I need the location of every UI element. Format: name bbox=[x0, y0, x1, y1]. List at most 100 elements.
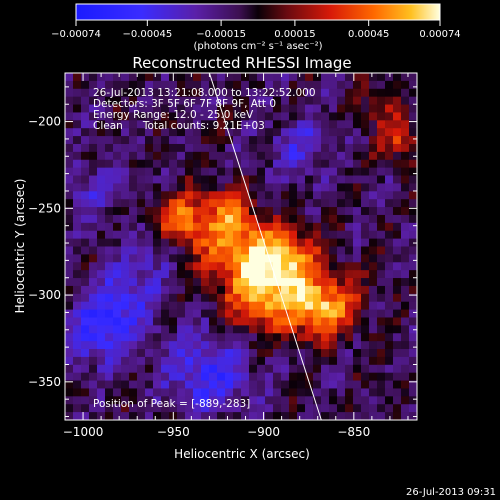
heatmap-cell bbox=[393, 143, 402, 153]
heatmap-cell bbox=[353, 404, 362, 413]
heatmap-cell bbox=[241, 270, 250, 279]
heatmap-cell bbox=[337, 175, 346, 185]
heatmap-cell bbox=[329, 96, 338, 106]
heatmap-cell bbox=[377, 96, 386, 106]
heatmap-cell bbox=[65, 412, 74, 420]
heatmap-cell bbox=[297, 372, 306, 382]
heatmap-cell bbox=[321, 270, 330, 279]
heatmap-cell bbox=[297, 120, 306, 129]
heatmap-cell bbox=[233, 159, 242, 169]
heatmap-cell bbox=[225, 372, 234, 382]
heatmap-cell bbox=[81, 120, 90, 129]
heatmap-cell bbox=[313, 167, 322, 177]
heatmap-cell bbox=[329, 222, 338, 232]
heatmap-cell bbox=[305, 207, 314, 216]
heatmap-cell bbox=[353, 254, 362, 263]
heatmap-cell bbox=[233, 372, 242, 382]
heatmap-cell bbox=[121, 96, 130, 106]
heatmap-cell bbox=[401, 285, 410, 295]
heatmap-cell bbox=[361, 96, 370, 106]
heatmap-cell bbox=[329, 175, 338, 185]
heatmap-cell bbox=[145, 73, 154, 82]
heatmap-cell bbox=[345, 120, 354, 129]
heatmap-cell bbox=[289, 73, 298, 82]
heatmap-cell bbox=[353, 120, 362, 129]
heatmap-cell bbox=[289, 96, 298, 106]
heatmap-cell bbox=[321, 73, 330, 82]
heatmap-cell bbox=[185, 112, 194, 121]
heatmap-cell bbox=[81, 356, 90, 366]
heatmap-cell bbox=[409, 183, 417, 192]
heatmap-cell bbox=[329, 270, 338, 279]
heatmap-cell bbox=[145, 262, 154, 271]
heatmap-cell bbox=[185, 262, 194, 271]
heatmap-cell bbox=[137, 80, 146, 90]
heatmap-cell bbox=[185, 364, 194, 374]
y-tick-label: −250 bbox=[28, 201, 61, 215]
heatmap-cell bbox=[369, 80, 378, 90]
heatmap-cell bbox=[265, 341, 274, 350]
heatmap-cell bbox=[361, 317, 370, 326]
heatmap-cell bbox=[145, 238, 154, 248]
heatmap-cell bbox=[377, 230, 386, 240]
heatmap-cell bbox=[113, 112, 122, 121]
heatmap-cell bbox=[105, 222, 114, 232]
heatmap-cell bbox=[249, 207, 258, 216]
heatmap-cell bbox=[233, 380, 242, 390]
heatmap-cell bbox=[249, 333, 258, 342]
heatmap-cell bbox=[97, 333, 106, 342]
heatmap-cell bbox=[377, 349, 386, 358]
heatmap-cell bbox=[89, 246, 98, 255]
heatmap-cell bbox=[65, 183, 74, 192]
heatmap-cell bbox=[313, 230, 322, 240]
heatmap-cell bbox=[169, 349, 178, 358]
heatmap-cell bbox=[313, 341, 322, 350]
heatmap-cell bbox=[105, 254, 114, 263]
heatmap-cell bbox=[297, 278, 306, 287]
heatmap-cell bbox=[313, 364, 322, 374]
heatmap-cell bbox=[97, 349, 106, 358]
heatmap-cell bbox=[393, 301, 402, 311]
heatmap-cell bbox=[89, 325, 98, 334]
heatmap-cell bbox=[249, 254, 258, 263]
heatmap-cell bbox=[217, 207, 226, 216]
heatmap-cell bbox=[169, 183, 178, 192]
heatmap-cell bbox=[393, 309, 402, 319]
heatmap-cell bbox=[217, 317, 226, 326]
heatmap-cell bbox=[289, 104, 298, 114]
heatmap-cell bbox=[369, 278, 378, 287]
heatmap-cell bbox=[321, 396, 330, 405]
heatmap-cell bbox=[369, 207, 378, 216]
heatmap-cell bbox=[337, 120, 346, 129]
heatmap-cell bbox=[209, 112, 218, 121]
heatmap-cell bbox=[233, 254, 242, 263]
heatmap-cell bbox=[281, 293, 290, 303]
heatmap-cell bbox=[353, 246, 362, 255]
heatmap-cell bbox=[409, 112, 417, 121]
heatmap-cell bbox=[265, 222, 274, 232]
heatmap-cell bbox=[89, 262, 98, 271]
heatmap-cell bbox=[297, 333, 306, 342]
heatmap-cell bbox=[265, 404, 274, 413]
heatmap-cell bbox=[297, 341, 306, 350]
heatmap-cell bbox=[409, 293, 417, 303]
heatmap-cell bbox=[321, 120, 330, 129]
colorbar-tick-label: 0.00074 bbox=[419, 29, 460, 40]
heatmap-cell bbox=[257, 380, 266, 390]
heatmap-cell bbox=[145, 254, 154, 263]
heatmap-cell bbox=[193, 112, 202, 121]
heatmap-cell bbox=[353, 364, 362, 374]
heatmap-cell bbox=[369, 73, 378, 82]
heatmap-cell bbox=[353, 199, 362, 208]
heatmap-cell bbox=[193, 325, 202, 334]
heatmap-cell bbox=[89, 301, 98, 311]
heatmap-cell bbox=[209, 151, 218, 161]
heatmap-cell bbox=[129, 349, 138, 358]
heatmap-cell bbox=[321, 412, 330, 420]
heatmap-cell bbox=[185, 73, 194, 82]
heatmap-cell bbox=[177, 388, 186, 397]
heatmap-cell bbox=[281, 317, 290, 326]
heatmap-cell bbox=[153, 238, 162, 248]
heatmap-cell bbox=[201, 325, 210, 334]
heatmap-cell bbox=[185, 293, 194, 303]
